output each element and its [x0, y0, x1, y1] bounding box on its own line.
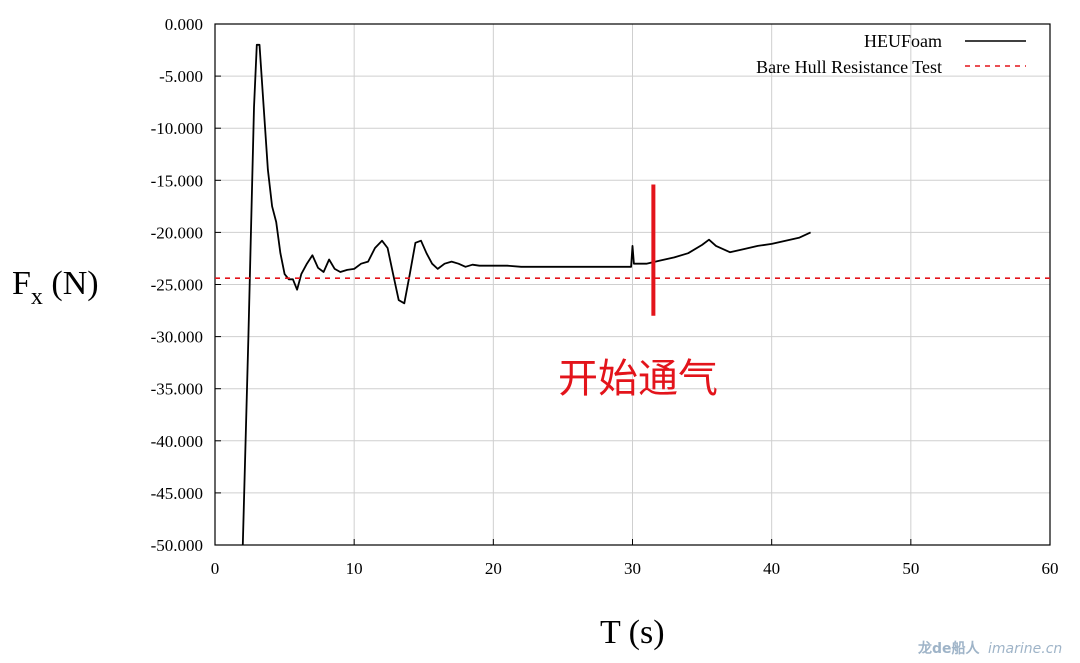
series-group: [215, 43, 1050, 546]
x-tick-label: 40: [763, 559, 780, 578]
watermark: 龙de船人 imarine.cn: [917, 640, 1062, 657]
x-tick-label: 10: [346, 559, 363, 578]
y-tick-label: -40.000: [151, 432, 203, 451]
x-tick-label: 0: [211, 559, 220, 578]
watermark-site: imarine.cn: [988, 641, 1062, 657]
aeration-start-label: 开始通气: [558, 356, 718, 402]
y-tick-label: 0.000: [165, 15, 203, 34]
x-tick-labels: 0 10 20 30 40 50 60: [211, 559, 1059, 578]
y-tick-label: -30.000: [151, 328, 203, 347]
y-tick-label: -45.000: [151, 484, 203, 503]
x-tick-label: 30: [624, 559, 641, 578]
legend: HEUFoam Bare Hull Resistance Test: [756, 31, 1026, 77]
y-axis-title-subscript: x: [31, 284, 43, 310]
y-tick-label: -35.000: [151, 380, 203, 399]
y-axis-title: Fx (N): [12, 265, 99, 310]
x-tick-label: 20: [485, 559, 502, 578]
y-tick-labels: 0.000 -5.000 -10.000 -15.000 -20.000 -25.000 -…: [151, 15, 203, 555]
y-axis-title-rest: (N): [43, 265, 99, 302]
y-tick-label: -25.000: [151, 276, 203, 295]
x-axis-title: T (s): [600, 614, 665, 651]
series-line-0: [241, 43, 811, 546]
legend-label-heufoam: HEUFoam: [864, 31, 942, 51]
y-tick-label: -20.000: [151, 223, 203, 242]
y-tick-label: -15.000: [151, 171, 203, 190]
y-tick-label: -50.000: [151, 536, 203, 555]
aeration-annotation: 开始通气: [558, 184, 718, 402]
plot-frame: [214, 23, 1051, 546]
y-tick-label: -5.000: [159, 67, 203, 86]
y-axis-title-main: F: [12, 265, 31, 302]
legend-label-bare-hull: Bare Hull Resistance Test: [756, 57, 942, 77]
grid-lines: [214, 23, 1051, 546]
y-tick-label: -10.000: [151, 119, 203, 138]
x-tick-label: 50: [902, 559, 919, 578]
x-tick-label: 60: [1042, 559, 1059, 578]
watermark-brand: 龙de船人: [917, 640, 981, 657]
